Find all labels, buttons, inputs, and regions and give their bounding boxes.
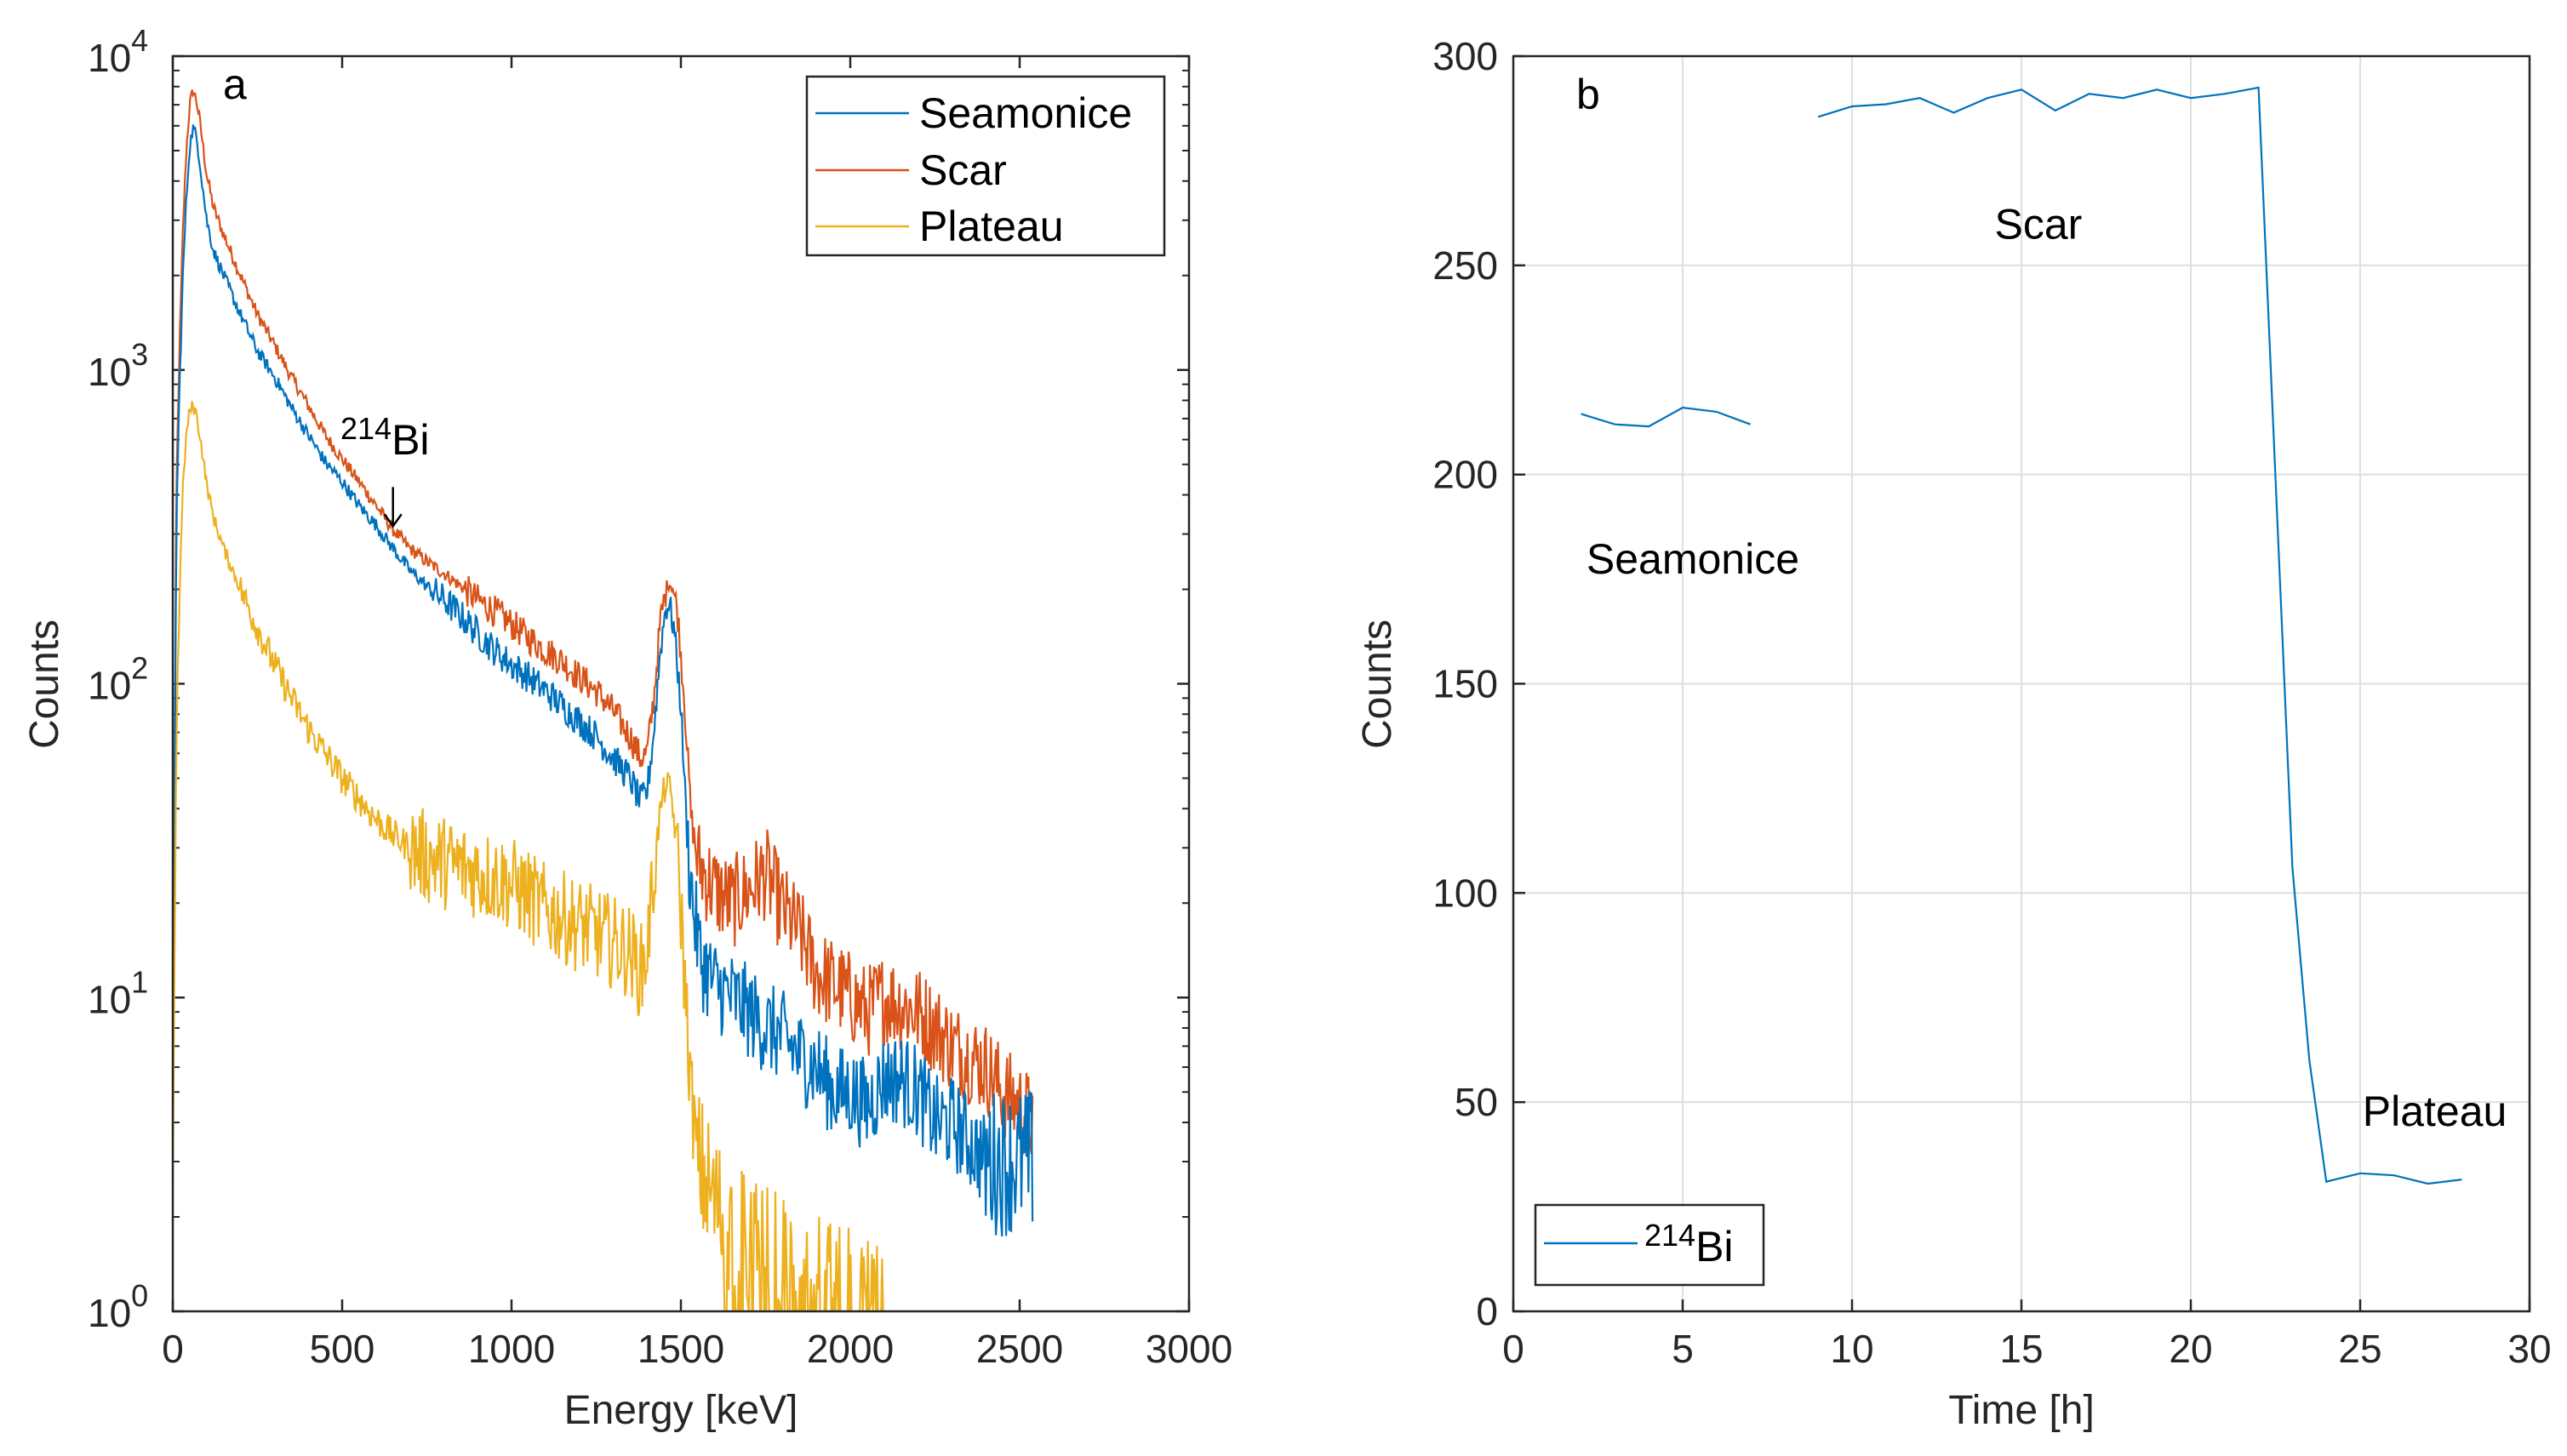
panel-b-legend: 214Bi: [1534, 1203, 1765, 1287]
panel-b-xtick-label: 30: [2507, 1327, 2551, 1371]
bi214-annotation-base: Bi: [392, 416, 429, 464]
panel-b-xtick-label: 15: [1999, 1327, 2043, 1371]
panel-b-ytick-label: 0: [1476, 1289, 1498, 1333]
panel-a-ytick-label: 100: [88, 1278, 148, 1335]
panel-a-xtick-label: 0: [162, 1327, 184, 1371]
panel-b-xtick-label: 20: [2169, 1327, 2212, 1371]
bi214-annotation-text: 214Bi: [340, 411, 430, 464]
panel-a-xtick-label: 1500: [637, 1327, 724, 1371]
panel-a-xtick-label: 500: [310, 1327, 375, 1371]
panel-a-xtick-label: 3000: [1146, 1327, 1232, 1371]
annotation-plateau: Plateau: [2363, 1088, 2507, 1135]
panel-a-xlabel: Energy [keV]: [564, 1388, 798, 1433]
panel-b-ytick-label: 200: [1432, 453, 1498, 497]
panel-a-ytick-label: 103: [88, 337, 148, 394]
bi214-annotation-arrow-head: [383, 513, 403, 528]
panel-b-xtick-label: 10: [1830, 1327, 1873, 1371]
panel-a-ytick-label: 102: [88, 651, 148, 708]
panel-b-ytick-label: 300: [1432, 34, 1498, 78]
bi214-annotation-sup: 214: [340, 411, 392, 446]
panel-a-xtick-label: 1000: [468, 1327, 555, 1371]
legend-label-bi214-base: Bi: [1695, 1223, 1733, 1270]
legend-label-bi214-sup: 214: [1644, 1218, 1695, 1253]
legend-label-bi214: 214Bi: [1644, 1218, 1734, 1270]
panel-b-xlabel: Time [h]: [1948, 1388, 2095, 1433]
legend-label-plateau: Plateau: [919, 203, 1064, 250]
panel-a: 0 500 1000 1500 2000 2500 3000100101102103104 …: [22, 23, 1232, 1433]
panel-a-xtick-label: 2500: [976, 1327, 1063, 1371]
panel-b-ylabel: Counts: [1355, 620, 1400, 749]
panel-b-xtick-label: 0: [1502, 1327, 1524, 1371]
annotation-scar: Scar: [1994, 201, 2082, 248]
series-line-bi214: [1581, 406, 1751, 428]
series-line-scar: [173, 89, 1034, 1155]
panel-a-ylabel: Counts: [22, 620, 67, 749]
panel-a-label: a: [223, 60, 247, 108]
bi214-annotation: 214Bi: [340, 411, 430, 528]
panel-a-ytick-label: 104: [88, 23, 148, 80]
panel-a-frame: [171, 54, 1191, 1313]
panel-b-label: b: [1576, 71, 1600, 118]
legend-label-scar: Scar: [919, 146, 1007, 194]
series-line-bi214: [1817, 86, 2462, 1185]
panel-b-ytick-label: 250: [1432, 243, 1498, 288]
panel-b-ytick-label: 100: [1432, 871, 1498, 915]
series-line-plateau: [173, 401, 884, 1311]
panel-a-series: [173, 89, 1034, 1311]
annotation-seamonice: Seamonice: [1587, 535, 1799, 583]
panel-b-xtick-label: 5: [1672, 1327, 1694, 1371]
panel-b-ytick-label: 150: [1432, 662, 1498, 706]
panel-a-ytick-label: 101: [88, 964, 148, 1021]
panel-b-xtick-label: 25: [2338, 1327, 2381, 1371]
panel-a-ticks: 0 500 1000 1500 2000 2500 3000 100 101 102 103 104: [88, 23, 1232, 1371]
panel-b-series: [1581, 86, 2462, 1185]
panel-b-ytick-label: 50: [1455, 1080, 1498, 1124]
panel-b-frame: [1512, 54, 2531, 1313]
panel-b-legend-box: [1534, 1203, 1765, 1287]
series-line-seamonice: [173, 124, 1034, 1236]
legend-label-seamonice: Seamonice: [919, 89, 1132, 137]
panel-a-xtick-label: 2000: [807, 1327, 894, 1371]
panel-a-legend: Seamonice Scar Plateau: [805, 75, 1166, 257]
